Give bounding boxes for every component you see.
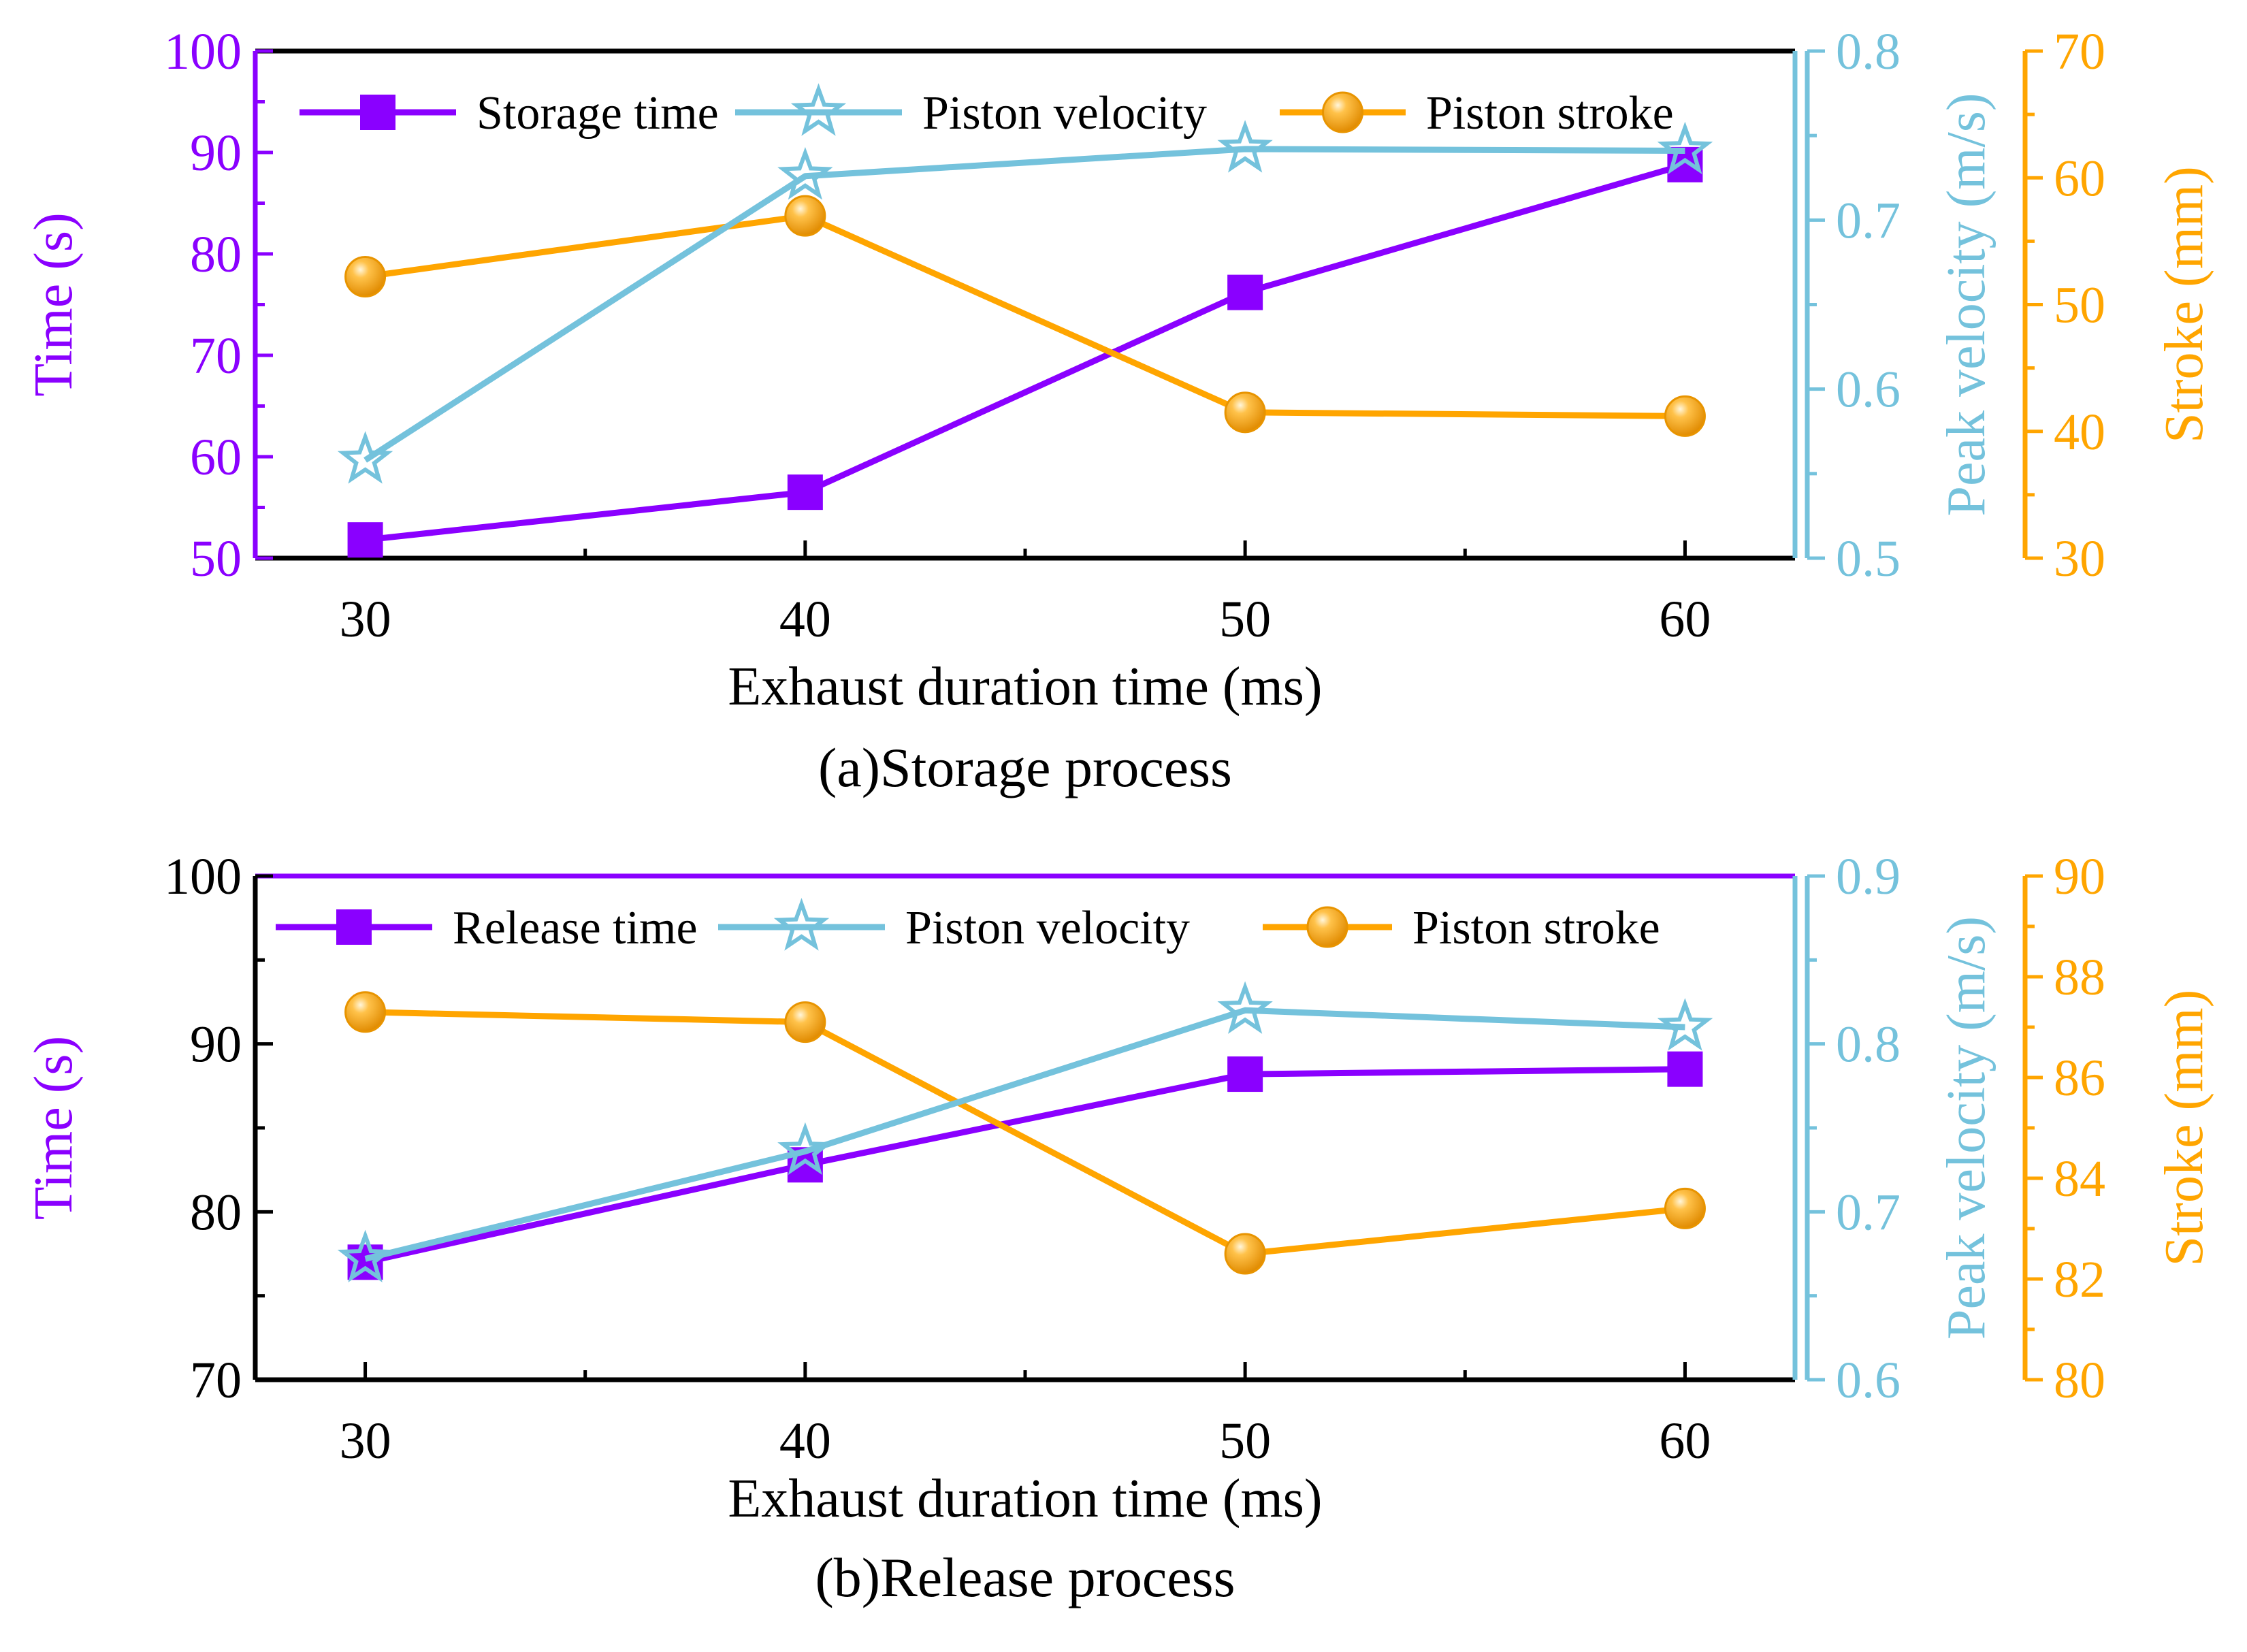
right1-tick-label: 0.8 (1836, 1016, 1901, 1073)
right2-tick-label: 90 (2054, 848, 2105, 905)
x-tick-label: 60 (1659, 1412, 1711, 1470)
data-point (1227, 1056, 1263, 1092)
right2-tick-label: 86 (2054, 1050, 2105, 1107)
x-axis-title: Exhaust duration time (ms) (728, 657, 1322, 717)
data-point (1224, 391, 1266, 434)
left-tick-label: 100 (164, 848, 242, 905)
right1-tick-label: 0.8 (1836, 23, 1901, 80)
x-axis-title: Exhaust duration time (ms) (728, 1469, 1322, 1529)
right1-tick-label: 0.7 (1836, 1184, 1901, 1241)
left-tick-label: 60 (190, 429, 242, 486)
data-point (1657, 998, 1713, 1051)
left-axis-title: Time (s) (24, 1036, 84, 1220)
data-point (337, 1229, 393, 1283)
right2-tick-label: 84 (2054, 1150, 2105, 1208)
data-point (347, 522, 383, 558)
right1-tick-label: 0.6 (1836, 1352, 1901, 1409)
legend: Release time Piston velocity Piston stroke (276, 898, 1660, 954)
left-tick-label: 90 (190, 125, 242, 182)
x-tick-label: 50 (1219, 1412, 1271, 1470)
panel-caption: (b)Release process (815, 1546, 1235, 1608)
data-point (1224, 1233, 1266, 1275)
data-point (784, 195, 826, 237)
data-point (777, 147, 833, 200)
left-tick-label: 100 (164, 23, 242, 80)
data-point (1217, 981, 1273, 1034)
series-line (365, 161, 1686, 543)
data-point (1667, 1051, 1703, 1087)
series-line (364, 212, 1685, 419)
series-storage-time (347, 146, 1703, 558)
legend-marker (790, 83, 847, 136)
data-point (344, 991, 387, 1033)
left-tick-label: 70 (190, 327, 242, 385)
legend-marker (1322, 91, 1363, 133)
data-point (1664, 1187, 1706, 1229)
x-tick-label: 30 (340, 591, 391, 648)
legend-marker (336, 909, 372, 945)
x-tick-label: 60 (1659, 591, 1711, 648)
data-point (344, 256, 387, 298)
series-piston-stroke (344, 991, 1706, 1275)
data-point (787, 474, 823, 511)
stroke-axis-title: Stroke (mm) (2154, 990, 2214, 1267)
right1-tick-label: 0.9 (1836, 848, 1901, 905)
series-piston-velocity (337, 120, 1713, 484)
right1-tick-label: 0.7 (1836, 192, 1901, 249)
x-tick-label: 30 (340, 1412, 391, 1470)
velocity-axis-title: Peak velocity (m/s) (1937, 93, 1997, 516)
legend-label: Piston stroke (1412, 902, 1660, 954)
left-tick-label: 90 (190, 1016, 242, 1073)
legend-marker (1306, 906, 1348, 948)
legend-label: Piston velocity (905, 902, 1190, 954)
right2-tick-label: 60 (2054, 150, 2105, 207)
right2-tick-label: 70 (2054, 23, 2105, 80)
right2-tick-label: 88 (2054, 949, 2105, 1006)
data-point (1217, 120, 1273, 173)
left-tick-label: 80 (190, 1184, 242, 1241)
x-tick-label: 50 (1219, 591, 1271, 648)
data-point (784, 1001, 826, 1043)
left-axis-title: Time (s) (24, 212, 84, 396)
left-tick-label: 50 (190, 530, 242, 587)
legend-marker (360, 95, 395, 130)
panel-storage: 30 40 50 60 Exhaust duration time (ms) (a)Sto… (24, 23, 2214, 798)
series-piston-stroke (344, 195, 1706, 437)
right2-tick-label: 82 (2054, 1251, 2105, 1308)
right1-tick-label: 0.6 (1836, 361, 1901, 419)
x-tick-label: 40 (779, 591, 831, 648)
legend: Storage time Piston velocity Piston stroke (300, 83, 1674, 140)
series-line (363, 146, 1685, 463)
velocity-axis-title: Peak velocity (m/s) (1937, 916, 1997, 1340)
legend-label: Piston stroke (1426, 87, 1674, 140)
data-point (1664, 395, 1706, 437)
series-line (364, 1066, 1685, 1265)
series-release-time (347, 1051, 1703, 1280)
data-point (1657, 121, 1713, 175)
x-tick-label: 40 (779, 1412, 831, 1470)
left-tick-label: 70 (190, 1352, 242, 1409)
legend-label: Storage time (476, 87, 719, 140)
series-line (365, 1009, 1685, 1257)
right2-tick-label: 80 (2054, 1352, 2105, 1409)
series-line (364, 1007, 1685, 1262)
right2-tick-label: 50 (2054, 277, 2105, 334)
legend-label: Piston velocity (922, 87, 1207, 140)
right1-tick-label: 0.5 (1836, 530, 1901, 587)
panel-release: 30 40 50 60 Exhaust duration time (ms) (b)Rel… (24, 848, 2214, 1608)
legend-marker (773, 898, 830, 951)
panel-caption: (a)Storage process (818, 736, 1232, 798)
data-point (777, 1122, 833, 1176)
stroke-axis-title: Stroke (mm) (2154, 166, 2214, 443)
right2-tick-label: 40 (2054, 404, 2105, 461)
left-tick-label: 80 (190, 226, 242, 283)
legend-label: Release time (453, 902, 698, 954)
series-piston-velocity (337, 981, 1713, 1283)
data-point (1227, 274, 1263, 310)
data-point (337, 431, 393, 484)
right2-tick-label: 30 (2054, 530, 2105, 587)
